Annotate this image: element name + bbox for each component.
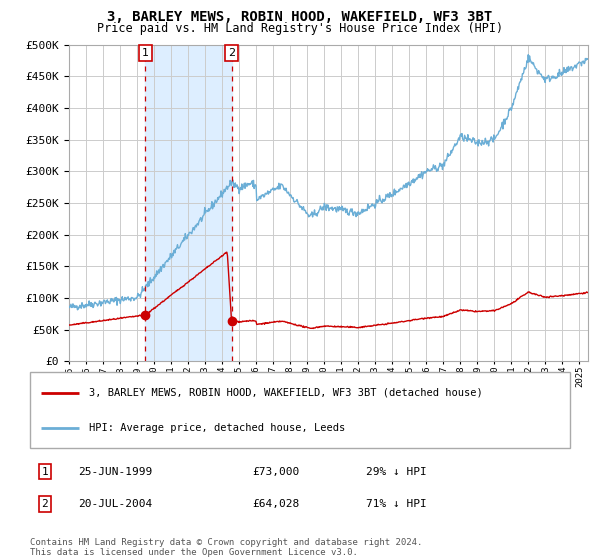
Text: £64,028: £64,028 — [252, 499, 299, 509]
Text: 3, BARLEY MEWS, ROBIN HOOD, WAKEFIELD, WF3 3BT (detached house): 3, BARLEY MEWS, ROBIN HOOD, WAKEFIELD, W… — [89, 388, 483, 398]
Text: 1: 1 — [142, 48, 149, 58]
Text: 3, BARLEY MEWS, ROBIN HOOD, WAKEFIELD, WF3 3BT: 3, BARLEY MEWS, ROBIN HOOD, WAKEFIELD, W… — [107, 10, 493, 24]
Text: 2: 2 — [228, 48, 235, 58]
Bar — [145, 45, 232, 361]
Text: 2: 2 — [41, 499, 49, 509]
Text: Price paid vs. HM Land Registry's House Price Index (HPI): Price paid vs. HM Land Registry's House … — [97, 22, 503, 35]
Text: 71% ↓ HPI: 71% ↓ HPI — [366, 499, 427, 509]
Text: 29% ↓ HPI: 29% ↓ HPI — [366, 466, 427, 477]
Text: £73,000: £73,000 — [252, 466, 299, 477]
Text: 20-JUL-2004: 20-JUL-2004 — [78, 499, 152, 509]
Text: Contains HM Land Registry data © Crown copyright and database right 2024.
This d: Contains HM Land Registry data © Crown c… — [30, 538, 422, 557]
Text: 1: 1 — [41, 466, 49, 477]
Text: 25-JUN-1999: 25-JUN-1999 — [78, 466, 152, 477]
FancyBboxPatch shape — [30, 372, 570, 448]
Text: HPI: Average price, detached house, Leeds: HPI: Average price, detached house, Leed… — [89, 423, 346, 432]
